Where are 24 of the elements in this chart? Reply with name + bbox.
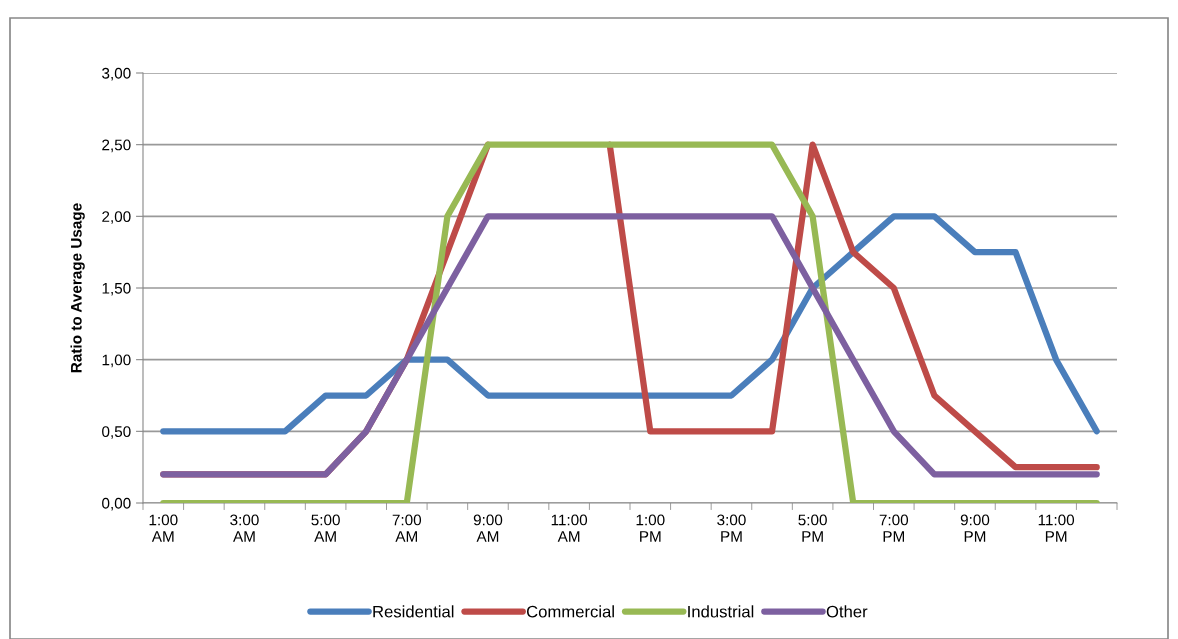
y-tick-label: 0,00 — [102, 497, 131, 511]
x-tick-label: 5:00 PM — [798, 514, 827, 542]
x-tick-label: 3:00 AM — [230, 514, 259, 542]
x-tick-label: 1:00 AM — [149, 514, 178, 542]
y-tick-label: 2,00 — [102, 211, 131, 224]
x-tick-label: 9:00 PM — [960, 514, 990, 542]
x-tick-label: 3:00 PM — [717, 514, 746, 542]
y-tick-label: 1,50 — [102, 282, 131, 296]
legend-label: Commercial — [526, 605, 614, 618]
legend-label: Industrial — [688, 605, 754, 618]
y-tick-label: 1,00 — [102, 354, 131, 368]
legend-label: Other — [826, 605, 868, 618]
x-tick-label: 7:00 PM — [879, 514, 909, 542]
x-tick-label: 11:00 PM — [1038, 514, 1075, 542]
x-tick-label: 5:00 AM — [311, 514, 340, 542]
x-tick-label: 7:00 AM — [392, 514, 422, 542]
x-tick-label: 11:00 AM — [551, 514, 588, 542]
x-tick-label: 9:00 AM — [473, 514, 503, 542]
y-axis-title: Ratio to Average Usage — [70, 203, 85, 373]
y-tick-label: 0,50 — [102, 426, 131, 439]
x-tick-label: 1:00 PM — [636, 514, 665, 542]
legend-label: Residential — [373, 605, 454, 618]
y-tick-label: 2,50 — [102, 139, 131, 153]
y-tick-label: 3,00 — [102, 67, 131, 81]
